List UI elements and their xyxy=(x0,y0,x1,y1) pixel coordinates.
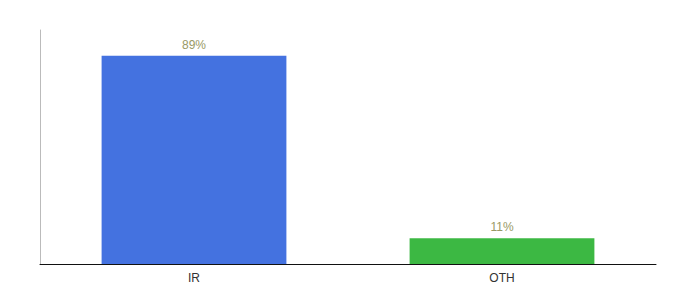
svg-text:IR: IR xyxy=(188,271,200,285)
svg-text:89%: 89% xyxy=(182,38,206,52)
svg-text:11%: 11% xyxy=(490,220,513,234)
svg-text:OTH: OTH xyxy=(489,271,514,285)
